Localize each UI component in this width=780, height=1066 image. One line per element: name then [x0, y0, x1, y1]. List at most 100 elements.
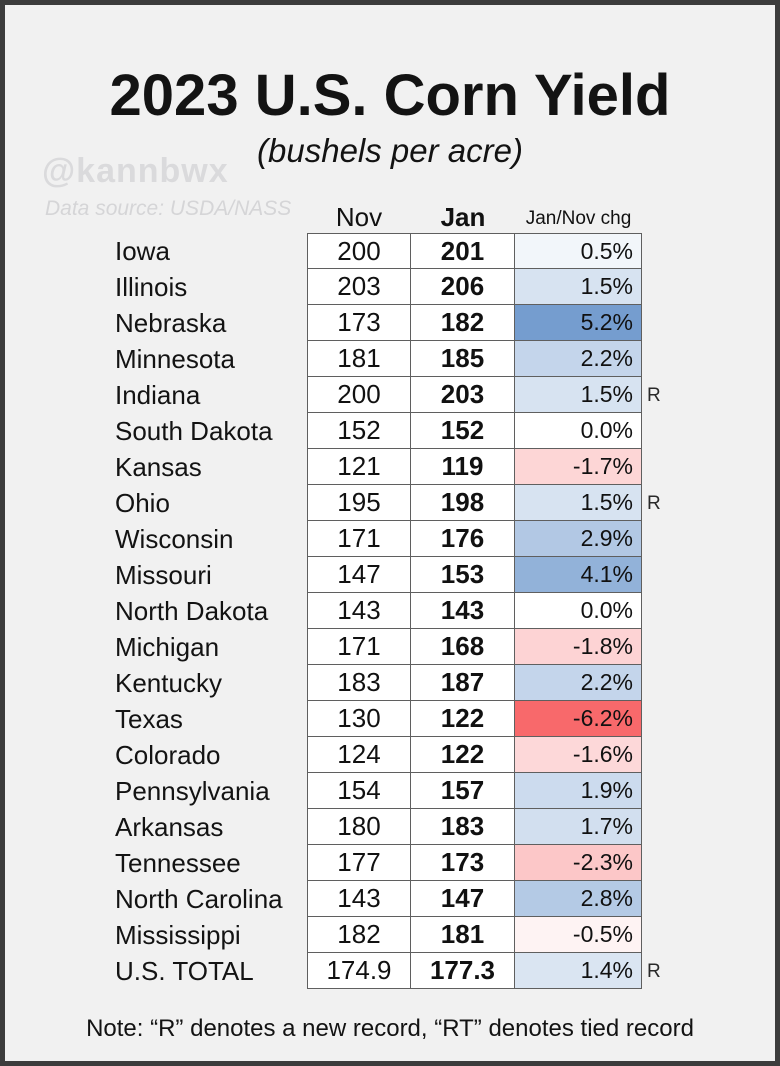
state-label: Colorado: [115, 740, 221, 770]
chg-value: -2.3%: [515, 845, 642, 881]
chg-value: -1.8%: [515, 629, 642, 665]
state-label: Michigan: [115, 632, 220, 662]
state-label: North Carolina: [115, 884, 283, 914]
jan-value: 122: [411, 737, 515, 773]
chg-value: -1.6%: [515, 737, 642, 773]
chg-value: -1.7%: [515, 449, 642, 485]
state-label: Iowa: [115, 236, 170, 266]
state-label: Kentucky: [115, 668, 222, 698]
nov-value: 154: [307, 773, 411, 809]
chg-value: 1.5%: [515, 377, 642, 413]
jan-value: 183: [411, 809, 515, 845]
table-row: Wisconsin 171 176 2.9%: [115, 521, 671, 557]
chg-value: 0.0%: [515, 593, 642, 629]
table-row: Minnesota 181 185 2.2%: [115, 341, 671, 377]
jan-value: 203: [411, 377, 515, 413]
chg-value: 1.7%: [515, 809, 642, 845]
state-label: Missouri: [115, 560, 212, 590]
state-label: North Dakota: [115, 596, 269, 626]
chg-value: 1.5%: [515, 485, 642, 521]
table-row: Arkansas 180 183 1.7%: [115, 809, 671, 845]
chg-value: 1.5%: [515, 269, 642, 305]
table-row: Pennsylvania 154 157 1.9%: [115, 773, 671, 809]
record-flag: R: [647, 385, 661, 406]
nov-value: 121: [307, 449, 411, 485]
nov-value: 182: [307, 917, 411, 953]
table-row: Texas 130 122 -6.2%: [115, 701, 671, 737]
jan-value: 157: [411, 773, 515, 809]
nov-value: 200: [307, 377, 411, 413]
record-flag: [642, 269, 671, 305]
jan-value: 198: [411, 485, 515, 521]
state-label: South Dakota: [115, 416, 273, 446]
jan-value: 122: [411, 701, 515, 737]
state-label: Kansas: [115, 452, 202, 482]
jan-value: 182: [411, 305, 515, 341]
chg-value: 1.9%: [515, 773, 642, 809]
state-label: Arkansas: [115, 812, 224, 842]
jan-value: 168: [411, 629, 515, 665]
nov-value: 143: [307, 881, 411, 917]
nov-value: 171: [307, 521, 411, 557]
jan-value: 147: [411, 881, 515, 917]
record-flag: [642, 341, 671, 377]
nov-value: 181: [307, 341, 411, 377]
record-flag: [642, 629, 671, 665]
record-flag: [642, 917, 671, 953]
record-flag: [642, 845, 671, 881]
table-header: Nov Jan Jan/Nov chg: [115, 197, 658, 231]
chg-value: 2.2%: [515, 665, 642, 701]
jan-value: 206: [411, 269, 515, 305]
col-header-chg: Jan/Nov chg: [525, 208, 632, 230]
jan-value: 152: [411, 413, 515, 449]
chg-value: -0.5%: [515, 917, 642, 953]
footnote: Note: “R” denotes a new record, “RT” den…: [86, 1015, 694, 1042]
page-title: 2023 U.S. Corn Yield: [109, 63, 671, 128]
state-label: Illinois: [115, 272, 188, 302]
table-row: Tennessee 177 173 -2.3%: [115, 845, 671, 881]
record-flag: [642, 809, 671, 845]
chg-value: 0.5%: [515, 233, 642, 269]
nov-value: 200: [307, 233, 411, 269]
chg-value: 0.0%: [515, 413, 642, 449]
record-flag: [642, 413, 671, 449]
table-row: Iowa 200 201 0.5%: [115, 233, 671, 269]
nov-value: 180: [307, 809, 411, 845]
state-label: Wisconsin: [115, 524, 234, 554]
jan-value: 176: [411, 521, 515, 557]
record-flag: [642, 701, 671, 737]
jan-value: 185: [411, 341, 515, 377]
record-flag: [642, 881, 671, 917]
jan-value: 119: [411, 449, 515, 485]
state-label: Nebraska: [115, 308, 227, 338]
record-flag: [642, 593, 671, 629]
record-flag: [642, 521, 671, 557]
table-row: Ohio 195 198 1.5% R: [115, 485, 671, 521]
record-flag: [642, 557, 671, 593]
record-flag: R: [647, 493, 661, 514]
chg-value: 2.8%: [515, 881, 642, 917]
table-row: Missouri 147 153 4.1%: [115, 557, 671, 593]
state-label: Minnesota: [115, 344, 235, 374]
table-row: North Carolina 143 147 2.8%: [115, 881, 671, 917]
jan-value: 143: [411, 593, 515, 629]
data-source-credit: Data source: USDA/NASS: [45, 197, 292, 220]
record-flag: [642, 773, 671, 809]
record-flag: [642, 737, 671, 773]
watermark-handle: @kannbwx: [42, 152, 229, 190]
table-row: Colorado 124 122 -1.6%: [115, 737, 671, 773]
table-row: North Dakota 143 143 0.0%: [115, 593, 671, 629]
chg-value: 1.4%: [515, 953, 642, 989]
nov-value: 171: [307, 629, 411, 665]
page-subtitle: (bushels per acre): [257, 132, 523, 169]
table-body: Iowa 200 201 0.5% Illinois 203 206 1.5% …: [115, 233, 671, 989]
chg-value: 2.2%: [515, 341, 642, 377]
col-header-nov: Nov: [335, 201, 383, 232]
chg-value: 2.9%: [515, 521, 642, 557]
chg-value: 4.1%: [515, 557, 642, 593]
nov-value: 147: [307, 557, 411, 593]
table-row: Kansas 121 119 -1.7%: [115, 449, 671, 485]
jan-value: 177.3: [411, 953, 515, 989]
state-label: Mississippi: [115, 920, 241, 950]
